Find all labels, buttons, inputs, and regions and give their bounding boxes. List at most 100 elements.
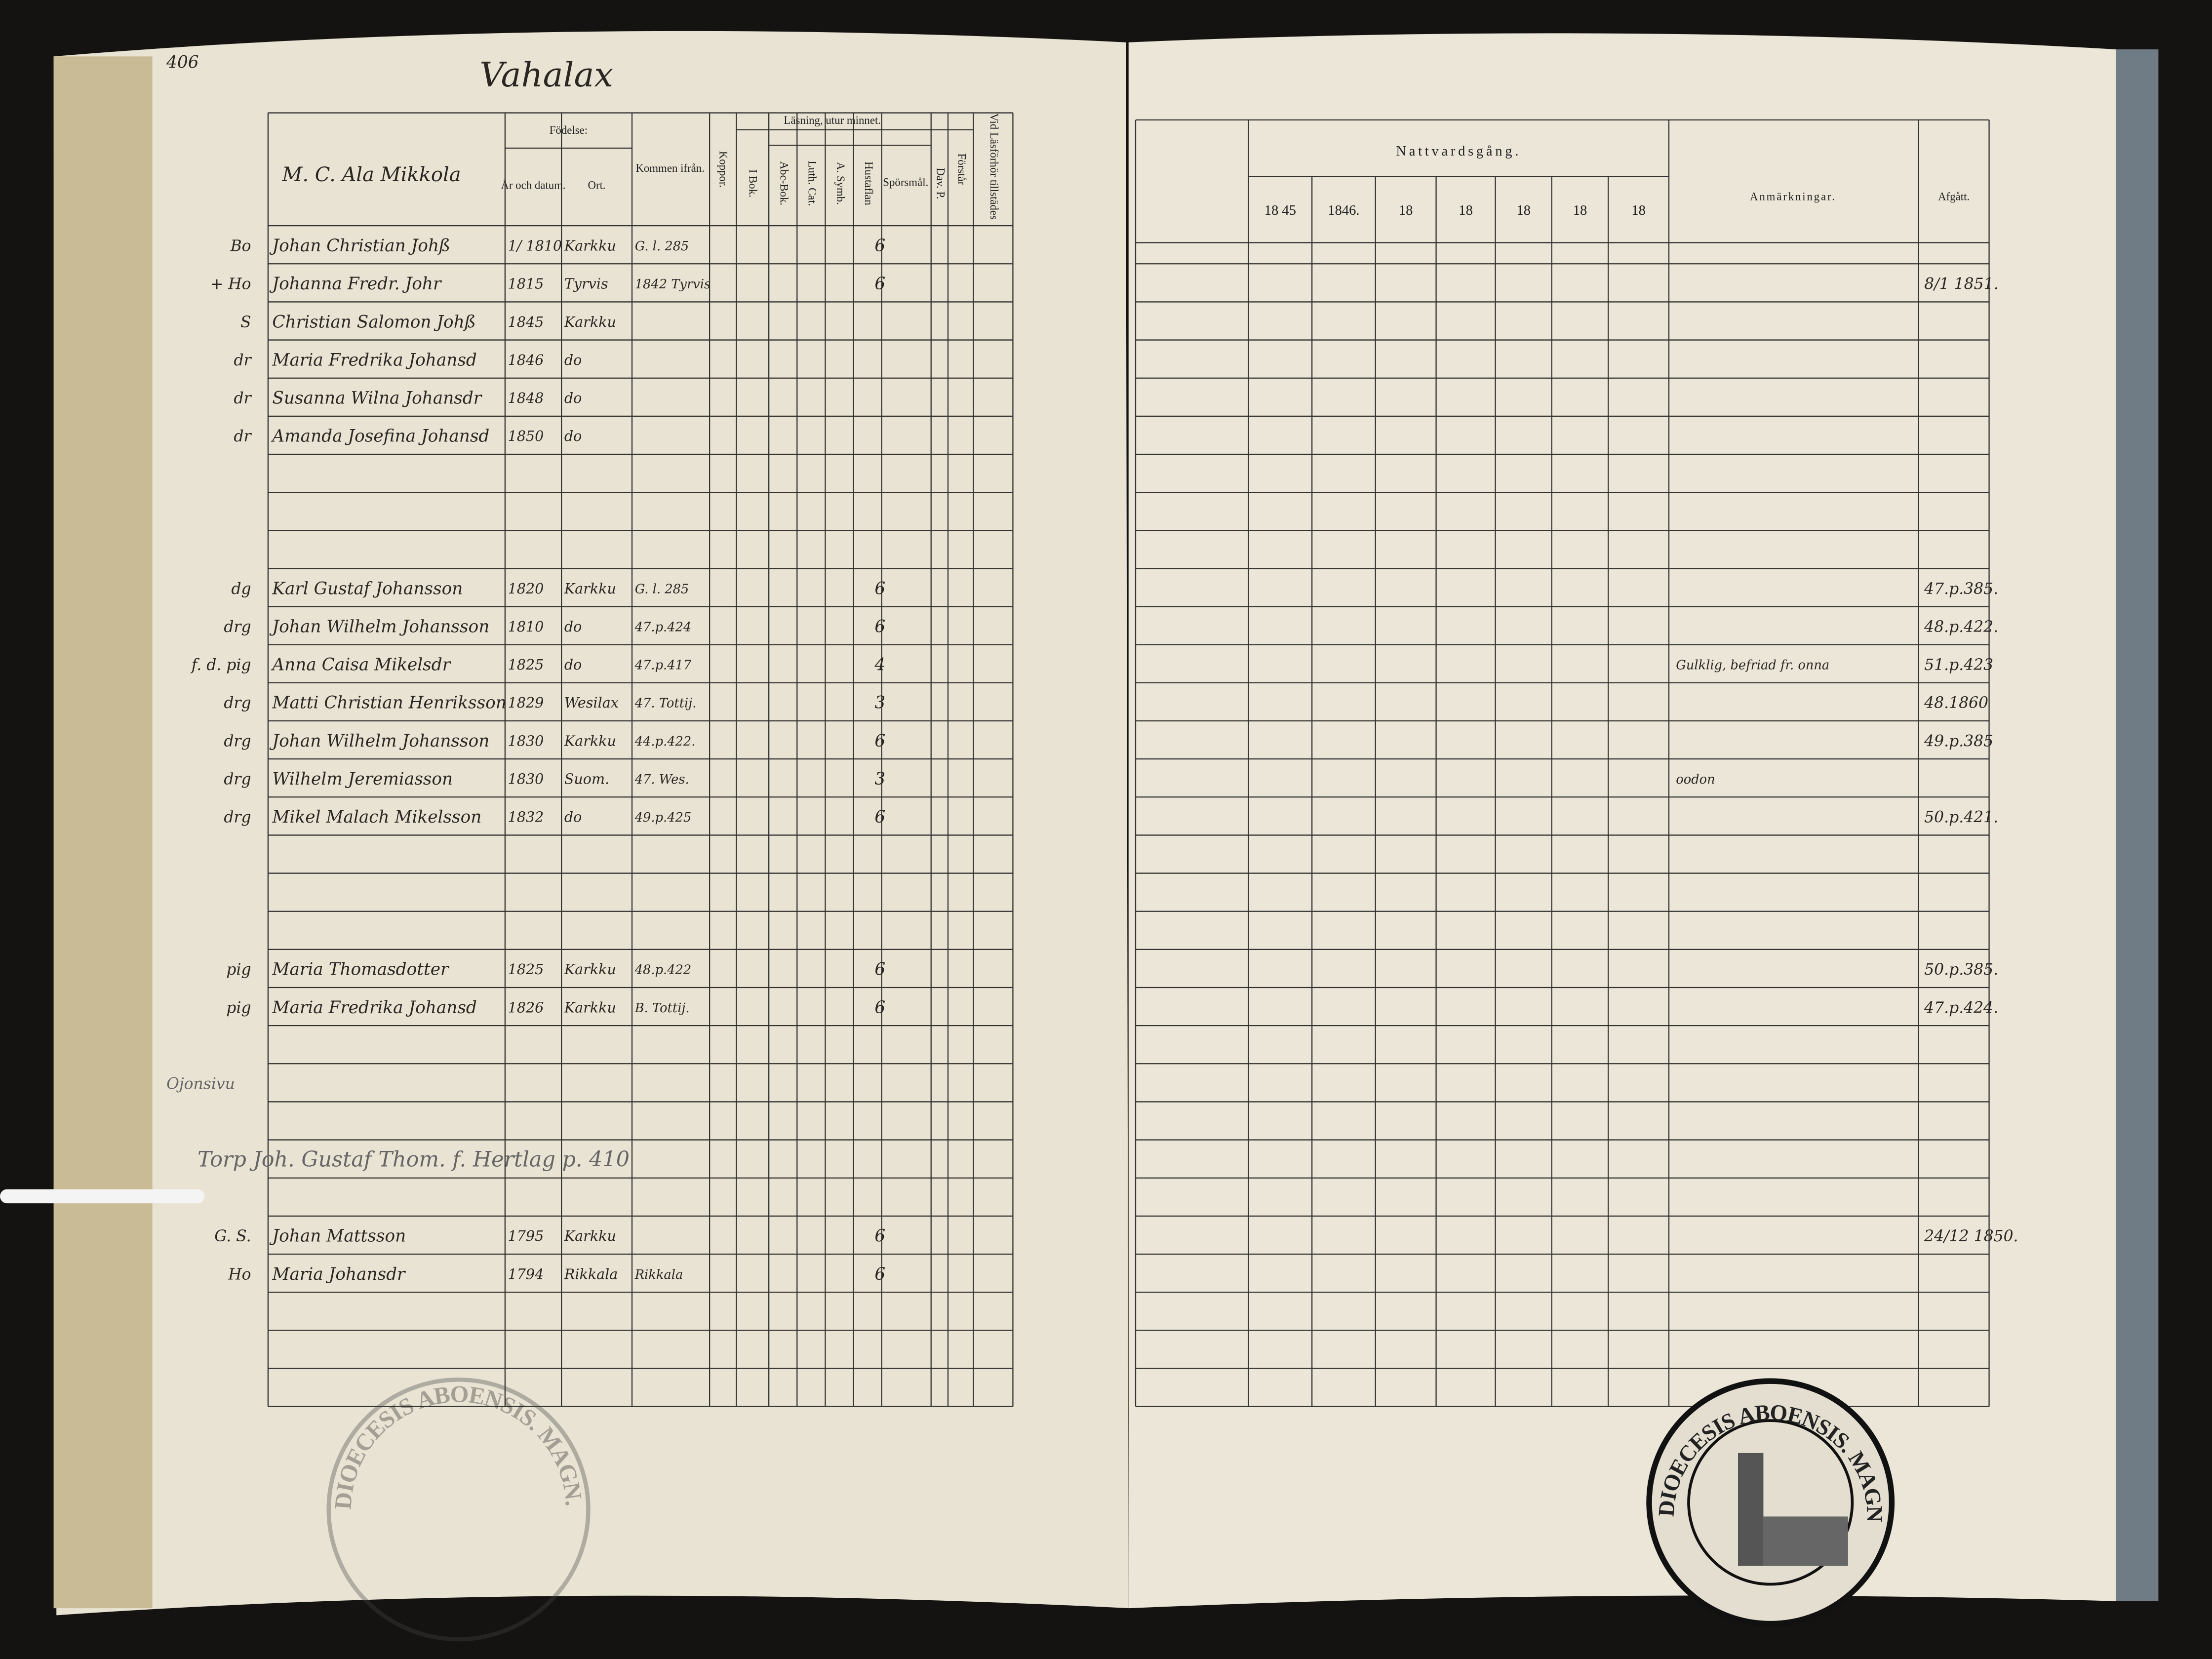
entry-date: 1830 (508, 732, 544, 749)
entry-mark: dr (234, 428, 252, 445)
year-header: 18 (1459, 203, 1473, 218)
entry-date: 1850 (508, 428, 544, 444)
entry-reading: 6 (874, 579, 885, 598)
entry-date: 1848 (508, 390, 544, 406)
entry-date: 1810 (508, 618, 544, 635)
entry-reading: 6 (874, 236, 885, 256)
entry-reading: 6 (874, 617, 885, 636)
ruled-grid: Födelse: År och datum. Ort. Kommen ifrån. Ko… (267, 112, 1990, 1407)
entry-reading: 6 (874, 960, 885, 980)
entry-remark: Gulklig, befriad fr. onna (1676, 658, 1829, 673)
entry-remark: oodon (1676, 772, 1715, 787)
entry-date: 1832 (508, 809, 544, 826)
year-header: 18 45 (1264, 203, 1296, 218)
column-header: År och datum. (501, 179, 565, 191)
entry-from: 49.p.425 (634, 810, 692, 825)
entry-place: Suom. (564, 771, 609, 788)
entry-reading: 6 (874, 1264, 885, 1284)
entry-mark: pig (226, 961, 251, 979)
entry-from: 1842 Tyrvis (635, 277, 711, 292)
entry-place: Karkku (564, 237, 616, 254)
column-header: Luth. Cat. (806, 160, 819, 206)
entry-from: 47. Tottij. (634, 696, 697, 711)
entry-date: 1846 (508, 352, 544, 368)
column-header: Dav. P. (935, 167, 947, 199)
entry-date: 1829 (508, 694, 544, 711)
column-header: Nattvardsgång. (1396, 144, 1521, 159)
entry-name: Anna Caisa Mikelsdr (271, 655, 451, 675)
entry-name: Amanda Josefina Johansd (271, 427, 489, 446)
entry-date: 1825 (508, 656, 544, 673)
entry-reading: 6 (874, 274, 885, 294)
entry-place: Karkku (564, 580, 616, 597)
entry-mark: + Ho (210, 276, 251, 293)
entry-name: Johan Christian Johß (269, 236, 450, 256)
entry-place: Wesilax (564, 694, 619, 711)
entry-place: Karkku (564, 1227, 616, 1244)
entry-name: Johan Mattsson (269, 1226, 406, 1246)
year-header: 18 (1516, 203, 1531, 218)
entry-mark: Bo (230, 237, 251, 255)
entry-from: Rikkala (634, 1267, 683, 1282)
entry-place: Rikkala (564, 1265, 618, 1282)
year-header: 1846. (1328, 203, 1359, 218)
entry-mark: dr (234, 390, 252, 407)
entry-date: 1825 (508, 961, 544, 978)
entry-mark: drg (224, 809, 251, 827)
household: M. C. Ala Mikkola (281, 163, 461, 186)
entry-reading: 6 (874, 731, 885, 751)
column-header: Vid Läsförhör tillstädes (988, 113, 1000, 220)
entry-reading: 4 (874, 655, 885, 675)
entry-name: Christian Salomon Johß (272, 312, 475, 332)
entry-reading: 6 (874, 807, 885, 827)
stamp-ring (326, 1378, 591, 1642)
entry-mark: Ho (228, 1265, 251, 1283)
page-edges (53, 56, 153, 1609)
entry-name: Maria Fredrika Johansd (272, 998, 476, 1018)
entry-from: 47. Wes. (634, 772, 689, 787)
entry-mark: S (240, 314, 251, 331)
entry-mark: G. S. (214, 1227, 251, 1245)
entry-date: 1845 (508, 314, 544, 330)
stamp-inner-ring (1687, 1419, 1854, 1586)
entry-name: Susanna Wilna Johansdr (272, 389, 482, 408)
entry-date: 1795 (508, 1227, 544, 1244)
entry-reading: 3 (874, 769, 885, 789)
stamp-church-body (1763, 1516, 1848, 1566)
column-header: Förstår (955, 153, 968, 185)
entry-from: 48.p.422 (634, 963, 692, 978)
entry-name: Maria Johansdr (272, 1264, 406, 1284)
entry-place: Karkku (564, 961, 616, 978)
entry-mark: dr (234, 352, 252, 369)
margin-note: Ojonsivu (166, 1075, 235, 1093)
entry-place: do (564, 618, 582, 635)
entry-gone: 48.p.422. (1924, 618, 1998, 636)
entry-place: do (564, 809, 582, 826)
entry-gone: 50.p.421. (1924, 809, 1998, 827)
entry-place: Tyrvis (564, 276, 608, 292)
entry-gone: 50.p.385. (1924, 961, 1998, 979)
entry-gone: 51.p.423 (1924, 656, 1993, 674)
entry-gone: 47.p.424. (1924, 999, 1998, 1017)
entry-name: Johan Wilhelm Johansson (269, 731, 489, 751)
entry-name: Matti Christian Henriksson (272, 693, 506, 713)
entry-mark: drg (224, 694, 251, 712)
parish-title: Vahalax (479, 55, 613, 95)
entry-from: 47.p.417 (634, 658, 692, 673)
pointer-stick (0, 1189, 205, 1204)
entry-reading: 6 (874, 1226, 885, 1246)
year-header: 18 (1399, 203, 1413, 218)
entry-from: G. l. 285 (635, 582, 689, 596)
entry-place: do (564, 390, 582, 406)
margin-note: Torp Joh. Gustaf Thom. f. Hertlag p. 410 (198, 1147, 630, 1172)
cover-edge (2116, 49, 2159, 1601)
entry-mark: drg (224, 732, 251, 750)
column-header: Hustaflan (863, 161, 875, 205)
entry-name: Johan Wilhelm Johansson (269, 617, 489, 636)
year-header: 18 (1573, 203, 1587, 218)
entry-place: Karkku (564, 314, 616, 330)
entry-gone: 49.p.385 (1924, 732, 1993, 750)
entry-gone: 24/12 1850. (1924, 1227, 2018, 1245)
column-header: Läsning, utur minnet. (784, 114, 881, 126)
